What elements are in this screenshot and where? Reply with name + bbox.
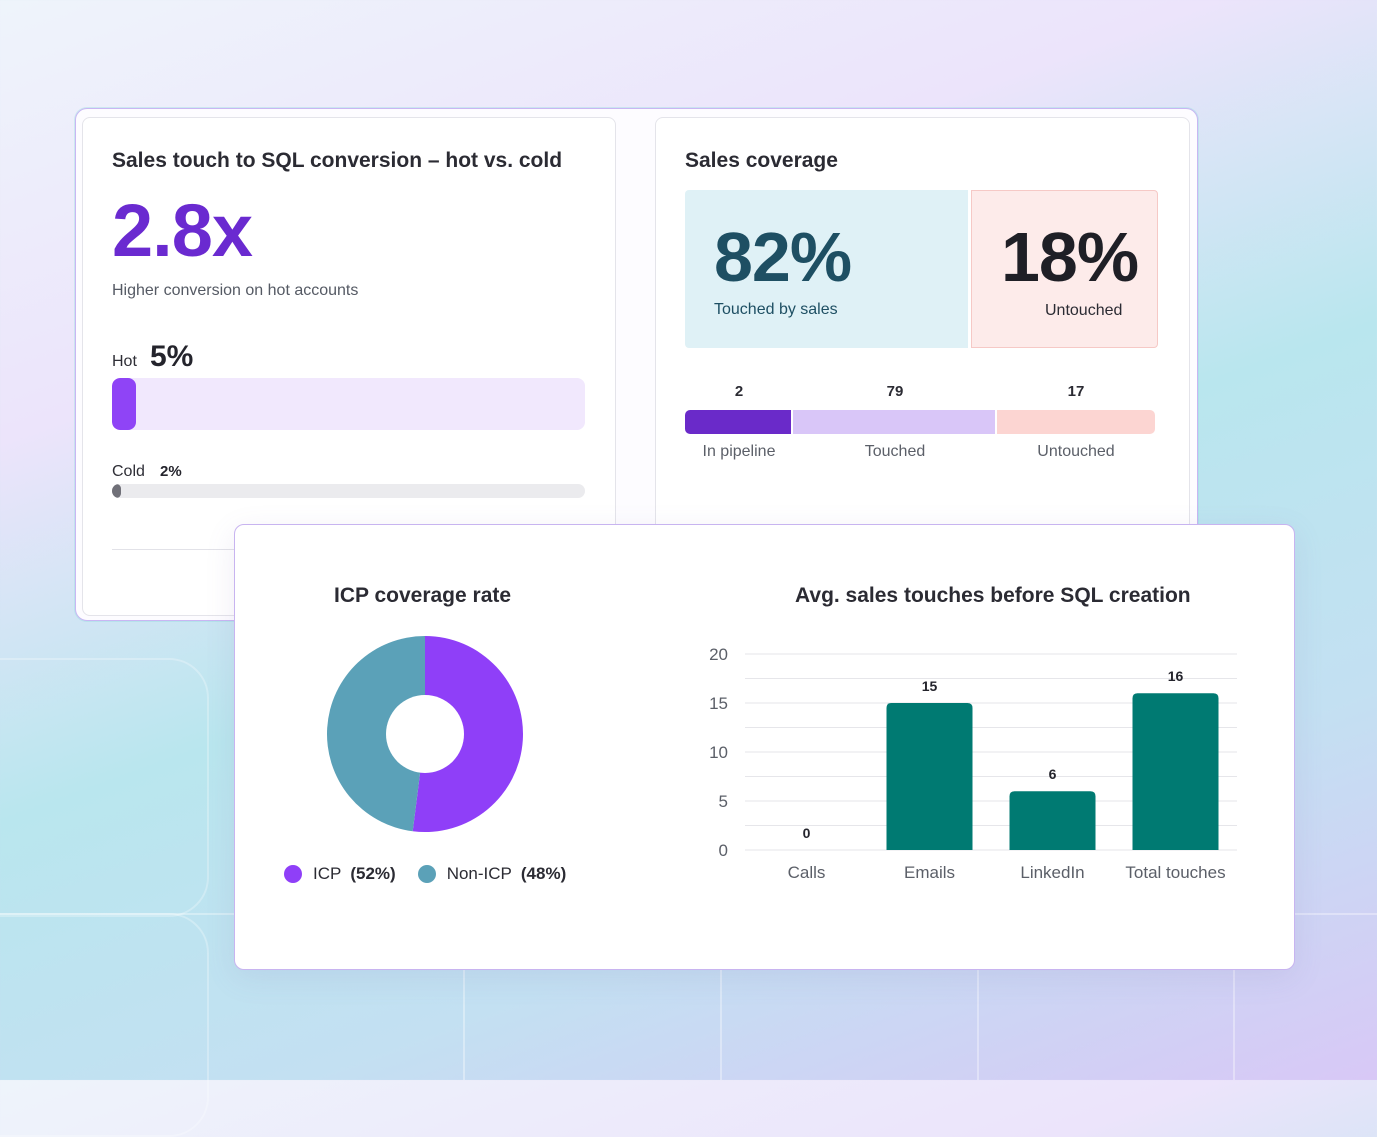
cold-value: 2% [160, 463, 182, 480]
bar-total-touches [1132, 693, 1219, 850]
coverage-segment-untouched [997, 410, 1155, 434]
touches-chart-title: Avg. sales touches before SQL creation [795, 584, 1191, 607]
coverage-segment-value: 79 [886, 383, 904, 400]
bar-data-label: 15 [922, 678, 938, 694]
bar-data-label: 0 [803, 825, 811, 841]
y-tick-label: 20 [709, 645, 728, 664]
icp-legend-pct: (52%) [350, 864, 396, 883]
touches-bar-chart: 0 5 10 15 20 0 Calls 15 Emails 6 LinkedIn 16 Total t… [709, 645, 1237, 882]
x-tick-label: Calls [788, 863, 826, 882]
untouched-percent: 18% [1001, 218, 1139, 296]
coverage-segment-value: 17 [1067, 383, 1085, 400]
x-tick-label: LinkedIn [1020, 863, 1084, 882]
hot-bar-track [112, 378, 585, 430]
non-icp-legend-pct: (48%) [520, 864, 567, 883]
coverage-segment-touched [793, 410, 995, 434]
bar-emails [886, 703, 973, 850]
x-tick-label: Total touches [1125, 863, 1225, 882]
cold-bar-track [112, 484, 585, 498]
non-icp-legend-name: Non-ICP [446, 864, 512, 883]
icp-donut-chart [327, 636, 524, 832]
conversion-caption: Higher conversion on hot accounts [112, 282, 359, 299]
sales-coverage-title: Sales coverage [685, 149, 838, 172]
touched-tile [685, 190, 968, 348]
non-icp-legend-dot [417, 865, 436, 883]
touched-label: Touched by sales [714, 301, 838, 318]
bg-grid-line [720, 970, 722, 1080]
hot-bar-fill [112, 378, 136, 430]
cold-bar-fill [112, 484, 122, 498]
touched-percent: 82% [714, 218, 852, 296]
icp-chart-title: ICP coverage rate [334, 584, 512, 607]
bar-data-label: 6 [1049, 766, 1057, 782]
y-tick-label: 10 [709, 743, 728, 762]
x-tick-label: Emails [904, 863, 955, 882]
bg-grid-box [0, 658, 209, 917]
coverage-segment-value: 2 [734, 383, 744, 400]
bg-grid-box [0, 913, 209, 1137]
coverage-segment-label: Untouched [1037, 443, 1115, 460]
bar-data-label: 16 [1168, 668, 1184, 684]
coverage-segment-label: Touched [864, 443, 926, 460]
y-tick-label: 5 [719, 792, 728, 811]
bg-grid-line [463, 970, 465, 1080]
donut-hole [386, 695, 464, 773]
coverage-segment-label: In pipeline [702, 443, 776, 460]
hot-cold-title: Sales touch to SQL conversion – hot vs. … [112, 149, 563, 172]
bar-linkedin [1009, 791, 1096, 850]
untouched-tile [971, 190, 1158, 348]
icp-legend-name: ICP [313, 864, 342, 883]
donut-slice-non-icp [327, 636, 425, 832]
untouched-label: Untouched [1045, 302, 1123, 319]
y-tick-label: 0 [719, 841, 728, 860]
hot-value: 5% [150, 340, 194, 373]
bg-grid-line [1233, 970, 1235, 1080]
hot-label: Hot [112, 353, 137, 370]
icp-legend-dot [284, 865, 302, 883]
conversion-multiplier: 2.8x [112, 189, 253, 272]
bg-grid-line [977, 970, 979, 1080]
coverage-segment-in-pipeline [685, 410, 791, 434]
icp-legend: ICP (52%) Non-ICP (48%) [284, 864, 588, 884]
donut-slice-icp [412, 636, 524, 832]
cold-label: Cold [112, 463, 145, 480]
y-tick-label: 15 [709, 694, 728, 713]
